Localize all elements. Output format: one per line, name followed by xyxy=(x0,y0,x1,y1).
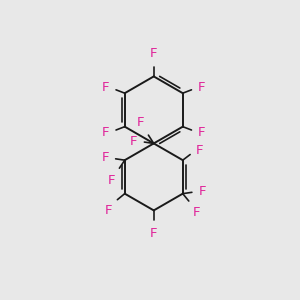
Text: F: F xyxy=(150,227,158,240)
Text: F: F xyxy=(137,116,145,129)
Text: F: F xyxy=(101,152,109,164)
Text: F: F xyxy=(108,174,116,187)
Text: F: F xyxy=(193,206,201,219)
Text: F: F xyxy=(196,144,203,157)
Text: F: F xyxy=(199,185,206,198)
Text: F: F xyxy=(198,81,205,94)
Text: F: F xyxy=(198,126,205,139)
Text: F: F xyxy=(130,135,138,148)
Text: F: F xyxy=(150,47,158,60)
Text: F: F xyxy=(104,204,112,217)
Text: F: F xyxy=(102,126,110,139)
Text: F: F xyxy=(102,81,110,94)
